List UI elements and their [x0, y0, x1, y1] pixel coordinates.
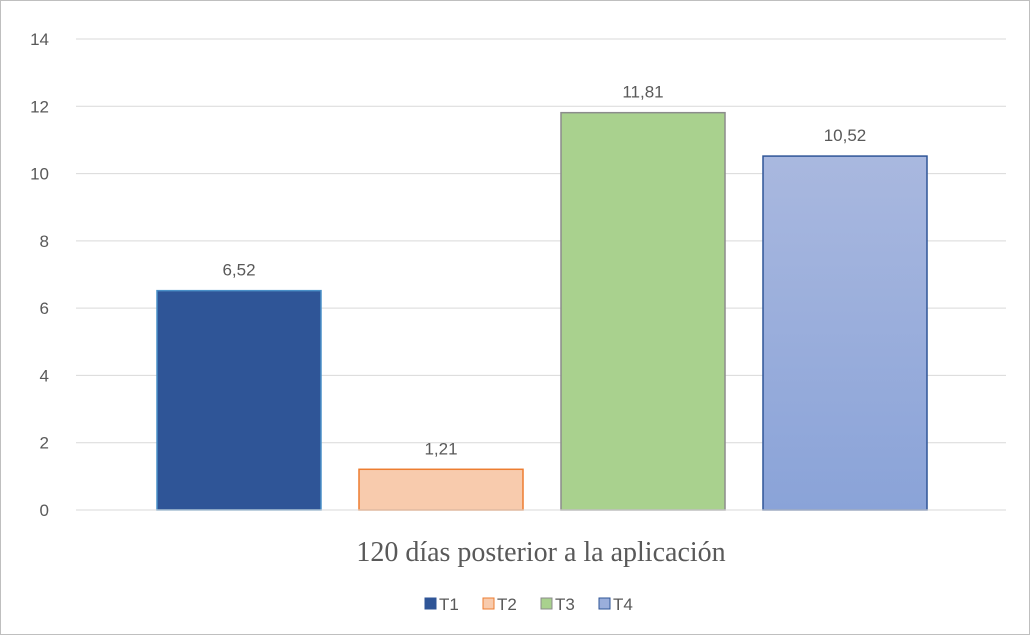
data-label-t4: 10,52	[824, 126, 867, 145]
legend-label-t2: T2	[497, 595, 517, 614]
bars	[156, 111, 928, 511]
legend-label-t1: T1	[439, 595, 459, 614]
x-category-label: 120 días posterior a la aplicación	[356, 537, 725, 568]
data-labels: 6,52 1,21 11,81 10,52	[222, 83, 866, 459]
y-axis-ticks: 0 2 4 6 8 10 12 14	[30, 30, 49, 520]
legend: T1 T2 T3 T4	[424, 595, 633, 614]
y-tick-label: 4	[40, 366, 49, 385]
bar-t2	[358, 468, 524, 511]
y-tick-label: 2	[40, 434, 49, 453]
bar-t4	[762, 155, 928, 511]
data-label-t3: 11,81	[622, 83, 663, 102]
y-tick-label: 0	[40, 501, 49, 520]
legend-swatch-t3	[540, 597, 553, 610]
bar-t1	[156, 289, 322, 511]
legend-swatch-t1	[424, 597, 437, 610]
y-tick-label: 14	[30, 30, 49, 49]
legend-label-t3: T3	[555, 595, 575, 614]
y-tick-label: 10	[30, 165, 49, 184]
legend-label-t4: T4	[613, 595, 633, 614]
legend-swatch-t4	[598, 597, 611, 610]
bar-t3	[560, 111, 726, 511]
legend-swatch-t2	[482, 597, 495, 610]
y-tick-label: 6	[40, 299, 49, 318]
y-tick-label: 8	[40, 232, 49, 251]
data-label-t1: 6,52	[222, 261, 255, 280]
y-tick-label: 12	[30, 97, 49, 116]
data-label-t2: 1,21	[424, 439, 457, 458]
